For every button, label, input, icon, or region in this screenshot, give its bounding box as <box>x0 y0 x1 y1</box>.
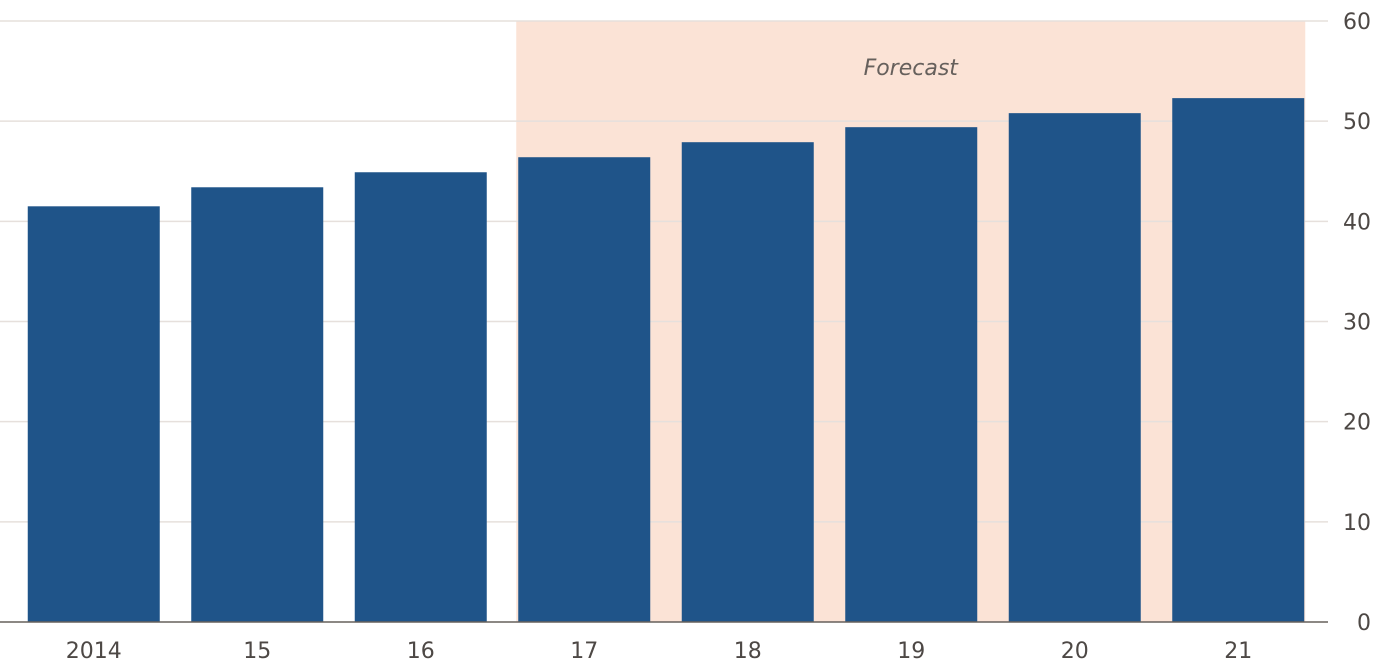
bar-20 <box>1008 113 1141 623</box>
bar-21 <box>1172 98 1305 622</box>
bar-15 <box>191 187 324 622</box>
x-tick-label: 19 <box>897 639 925 660</box>
y-tick-label: 0 <box>1357 611 1371 636</box>
x-tick-label: 2014 <box>66 639 122 660</box>
y-tick-label: 10 <box>1343 511 1371 536</box>
x-tick-label: 16 <box>407 639 435 660</box>
x-tick-label: 17 <box>570 639 598 660</box>
x-tick-labels: 2014 15 16 17 18 19 20 21 <box>66 639 1253 660</box>
x-tick-label: 21 <box>1224 639 1252 660</box>
bar-16 <box>354 172 487 623</box>
y-tick-label: 30 <box>1343 311 1371 336</box>
bar-17 <box>518 157 651 622</box>
y-tick-label: 40 <box>1343 210 1371 235</box>
bar-19 <box>845 127 978 622</box>
y-tick-label: 60 <box>1343 10 1371 35</box>
y-tick-label: 20 <box>1343 411 1371 436</box>
x-tick-label: 15 <box>243 639 271 660</box>
x-tick-label: 18 <box>734 639 762 660</box>
bar-2014 <box>27 206 160 622</box>
y-tick-label: 50 <box>1343 110 1371 135</box>
bars <box>27 98 1305 623</box>
bar-18 <box>681 142 814 622</box>
y-tick-labels: 0 10 20 30 40 50 60 <box>1343 10 1371 636</box>
forecast-label: Forecast <box>864 56 960 81</box>
x-tick-label: 20 <box>1061 639 1089 660</box>
